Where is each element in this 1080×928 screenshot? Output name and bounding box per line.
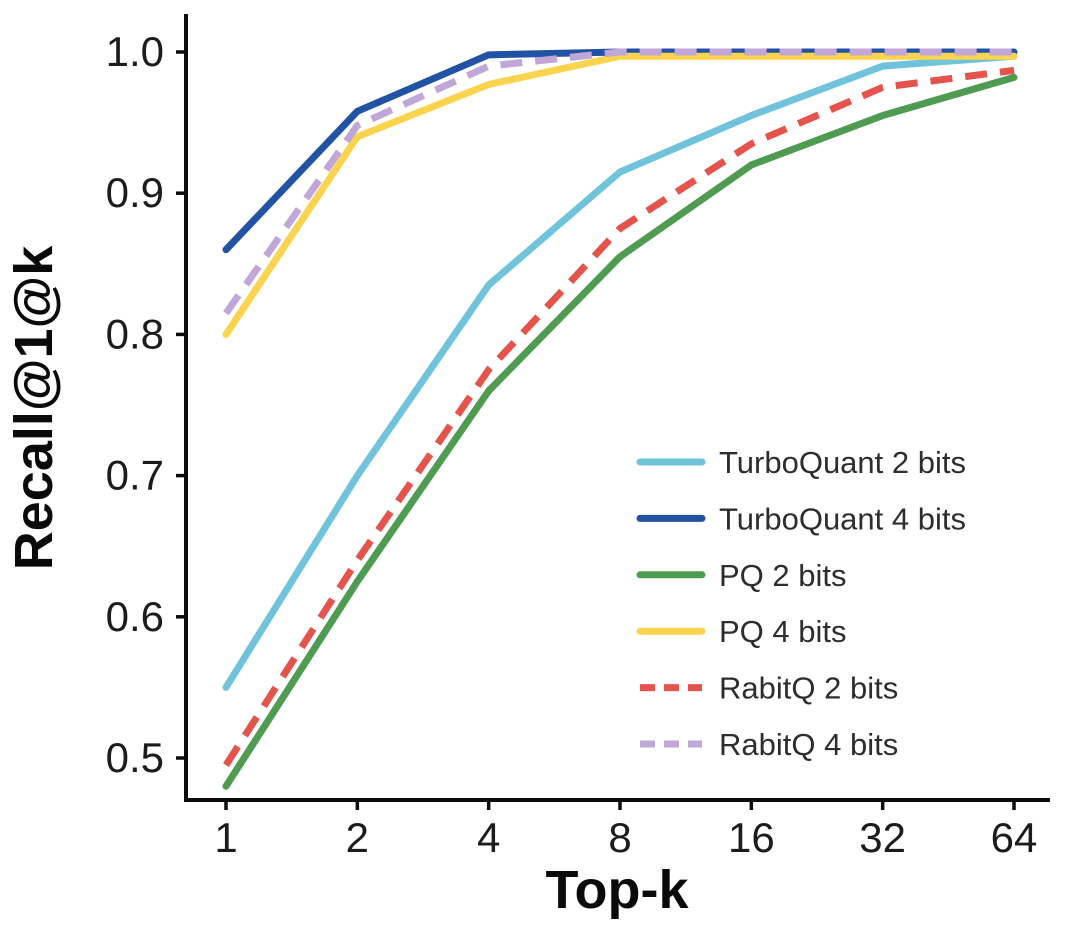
series-line-rabitq-2-bits <box>223 66 1015 767</box>
plot-area: 1 2 4 8 16 32 64 0.5 0.6 0.7 0.8 0.9 1.0 TurboQuant 2… <box>106 14 1050 861</box>
legend-label: RabitQ 4 bits <box>719 727 898 762</box>
legend-label: PQ 4 bits <box>719 614 847 649</box>
y-tick-label: 0.6 <box>106 593 164 640</box>
x-tick-label: 64 <box>991 814 1038 861</box>
x-tick-label: 1 <box>214 814 237 861</box>
series-line-rabitq-4-bits <box>223 48 1014 316</box>
y-tick-label: 1.0 <box>106 28 164 75</box>
y-axis-title: Recall@1@k <box>4 245 64 570</box>
series-line-pq-2-bits <box>222 73 1018 790</box>
y-tick-label: 0.7 <box>106 452 164 499</box>
legend-label: PQ 2 bits <box>719 558 847 593</box>
series-line-pq-4-bits <box>222 52 1018 338</box>
y-tick-label: 0.8 <box>106 310 164 357</box>
x-tick-label: 32 <box>859 814 906 861</box>
legend-label: RabitQ 2 bits <box>719 671 898 706</box>
x-tick-label: 8 <box>608 814 631 861</box>
x-axis-title: Top-k <box>546 860 690 920</box>
x-tick-label: 4 <box>477 814 500 861</box>
series-line-turboquant-2-bits <box>222 52 1018 691</box>
y-tick-label: 0.5 <box>106 734 164 781</box>
y-tick-label: 0.9 <box>106 169 164 216</box>
legend-label: TurboQuant 2 bits <box>719 445 966 480</box>
x-tick-label: 2 <box>346 814 369 861</box>
legend-label: TurboQuant 4 bits <box>719 501 966 536</box>
x-tick-label: 16 <box>728 814 775 861</box>
